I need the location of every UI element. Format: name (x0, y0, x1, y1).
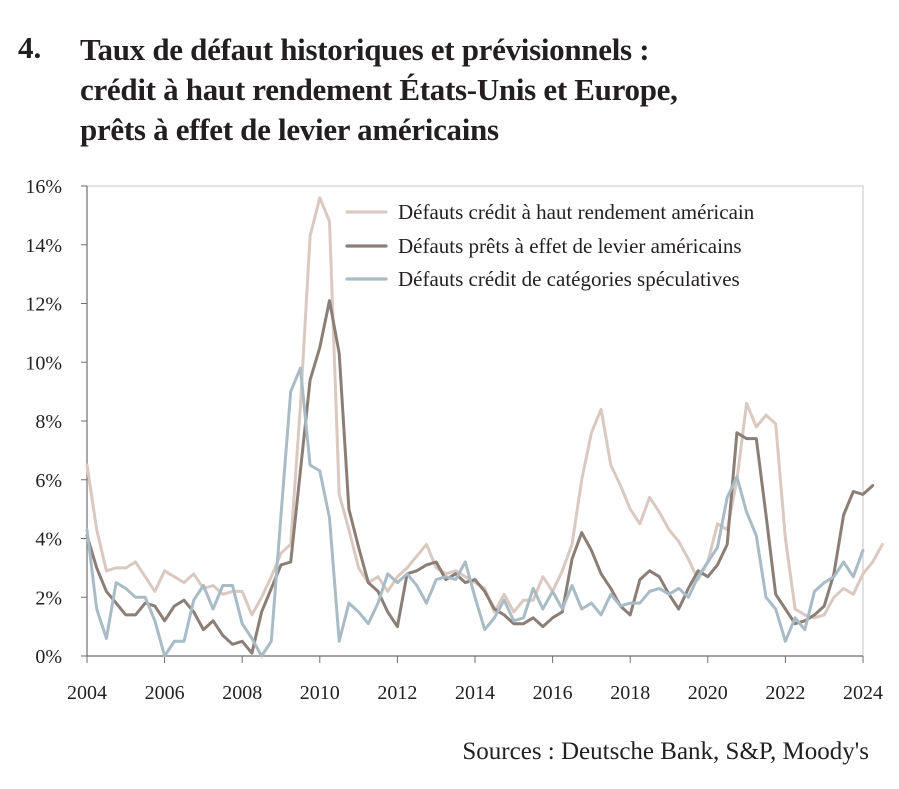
x-tick-label: 2018 (610, 682, 650, 704)
x-tick-label: 2024 (843, 682, 883, 704)
y-tick-label: 14% (25, 235, 62, 257)
x-tick-label: 2006 (145, 682, 185, 704)
y-tick-label: 0% (35, 646, 62, 668)
x-tick-label: 2004 (67, 682, 107, 704)
source-note: Sources : Deutsche Bank, S&P, Moody's (462, 738, 869, 765)
x-tick-label: 2014 (455, 682, 495, 704)
x-tick-label: 2010 (300, 682, 340, 704)
figure-title: Taux de défaut historiques et prévisionn… (80, 30, 880, 150)
legend-label: Défauts crédit à haut rendement américai… (398, 200, 755, 224)
x-tick-label: 2012 (377, 682, 417, 704)
x-axis: 2004 2006 2008 2010 2012 2014 2016 2018 2020 2022… (67, 656, 883, 704)
title-line-3: prêts à effet de levier américains (80, 112, 499, 147)
series-lines (85, 196, 884, 658)
series-line-1 (85, 196, 884, 620)
legend-label: Défauts crédit de catégories spéculative… (398, 267, 740, 291)
y-tick-label: 10% (25, 352, 62, 374)
y-tick-label: 4% (35, 529, 62, 551)
y-axis: 0% 2% 4% 6% 8% 10% 12% 14% 16% (25, 176, 87, 668)
title-line-1: Taux de défaut historiques et prévisionn… (80, 32, 650, 67)
line-chart: 0%2%4%6%8%10%12%14%16% 2004 2006 2008 2010 2… (25, 176, 884, 704)
y-tick-label: 2% (35, 587, 62, 609)
x-tick-label: 2020 (688, 682, 728, 704)
y-tick-label: 16% (25, 176, 62, 198)
x-tick-label: 2016 (533, 682, 573, 704)
y-tick-label: 8% (35, 411, 62, 433)
legend: Défauts crédit à haut rendement américai… (345, 200, 755, 291)
legend-label: Défauts prêts à effet de levier américai… (398, 234, 742, 258)
title-line-2: crédit à haut rendement États-Unis et Eu… (80, 72, 678, 107)
series-line-2 (85, 299, 875, 655)
y-tick-label: 12% (25, 294, 62, 316)
series-line-3 (85, 366, 865, 658)
x-tick-label: 2022 (765, 682, 805, 704)
x-tick-label: 2008 (222, 682, 262, 704)
figure-number: 4. (18, 30, 42, 65)
y-tick-label: 6% (35, 470, 62, 492)
